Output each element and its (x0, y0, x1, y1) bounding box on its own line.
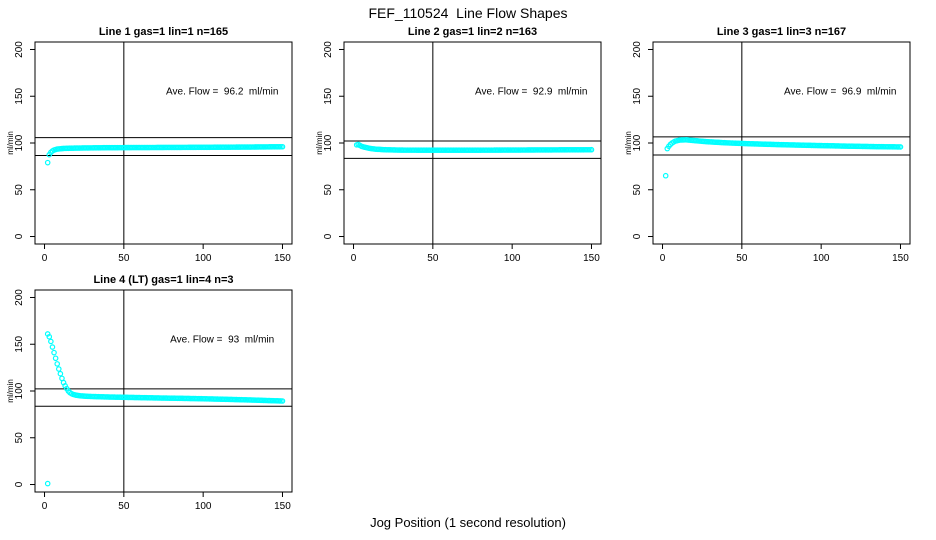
y-tick-label: 200 (632, 41, 643, 58)
ave-flow-annotation: Ave. Flow = 96.2 ml/min (166, 86, 278, 97)
x-tick-label: 50 (118, 253, 130, 264)
plot-box (34, 41, 293, 245)
y-tick-label: 50 (14, 432, 25, 444)
plot-line-3: 0 50 100 150 0 50 100 150 200 ml/min Ave. Flow = 9… (624, 41, 911, 264)
outlier-point (662, 172, 669, 179)
y-tick-label: 50 (323, 184, 334, 196)
y-axis-title: ml/min (6, 131, 15, 155)
y-tick-label: 100 (14, 134, 25, 151)
x-tick-label: 150 (892, 253, 909, 264)
x-tick-label: 100 (504, 253, 521, 264)
y-tick-label: 0 (14, 233, 25, 239)
panel-line-1: Line 1 gas=1 lin=1 n=165 0 50 100 150 0 50 100… (6, 20, 312, 270)
data-point (897, 144, 904, 150)
y-axis-title: ml/min (315, 131, 324, 155)
y-axis-title: ml/min (6, 379, 15, 403)
data-point (279, 143, 286, 150)
x-tick-label: 0 (351, 253, 357, 264)
figure-title: FEF_110524 Line Flow Shapes (368, 5, 568, 21)
panel-line-2: Line 2 gas=1 lin=2 n=163 0 50 100 150 0 50 100… (315, 20, 621, 270)
data-point (54, 361, 61, 367)
x-tick-label: 100 (195, 501, 212, 512)
x-tick-label: 100 (195, 253, 212, 264)
data-point (588, 146, 595, 153)
y-tick-label: 50 (632, 184, 643, 196)
plot-box (343, 41, 602, 245)
plot-box (34, 289, 293, 493)
outlier-point (44, 480, 51, 487)
x-axis-label: Jog Position (1 second resolution) (370, 515, 566, 530)
y-tick-label: 0 (323, 233, 334, 239)
x-tick-label: 150 (583, 253, 600, 264)
panel-line-3: Line 3 gas=1 lin=3 n=167 0 50 100 150 0 50 100… (624, 20, 930, 270)
ave-flow-annotation: Ave. Flow = 96.9 ml/min (784, 86, 896, 97)
y-tick-label: 200 (323, 41, 334, 58)
data-point (48, 338, 54, 345)
panel-line-4-title: Line 4 (LT) gas=1 lin=4 n=3 (93, 274, 234, 286)
y-tick-label: 0 (632, 233, 643, 239)
x-tick-label: 0 (42, 253, 48, 264)
ave-flow-annotation: Ave. Flow = 92.9 ml/min (475, 86, 587, 97)
x-tick-label: 0 (42, 501, 48, 512)
y-tick-label: 150 (323, 87, 334, 104)
data-point (52, 355, 59, 362)
plot-line-2: 0 50 100 150 0 50 100 150 200 ml/min Ave. Flow = 9… (315, 41, 602, 264)
ave-flow-annotation: Ave. Flow = 93 ml/min (170, 334, 274, 345)
data-point (46, 333, 53, 340)
y-tick-label: 100 (632, 134, 643, 151)
y-tick-label: 100 (14, 382, 25, 399)
x-tick-label: 50 (736, 253, 748, 264)
y-tick-label: 100 (323, 134, 334, 151)
panel-line-3-title: Line 3 gas=1 lin=3 n=167 (716, 26, 847, 38)
plot-line-4: 0 50 100 150 0 50 100 150 200 ml/min Ave. Flow = 9… (6, 289, 293, 512)
outlier-point (44, 159, 51, 166)
data-point (55, 366, 62, 372)
data-point (51, 349, 57, 356)
data-point (57, 370, 64, 377)
y-tick-label: 200 (14, 289, 25, 306)
plot-line-1: 0 50 100 150 0 50 100 150 200 ml/min Ave. Flow = 9… (6, 41, 293, 264)
data-point (279, 398, 286, 404)
panel-line-4: Line 4 (LT) gas=1 lin=4 n=3 0 50 100 150 0 50… (6, 268, 312, 518)
x-tick-label: 50 (118, 501, 130, 512)
y-tick-label: 0 (14, 481, 25, 487)
x-tick-label: 150 (274, 253, 291, 264)
y-tick-label: 150 (14, 87, 25, 104)
y-tick-label: 50 (14, 184, 25, 196)
y-tick-label: 150 (632, 87, 643, 104)
x-tick-label: 100 (813, 253, 830, 264)
data-point (49, 344, 56, 350)
y-tick-label: 200 (14, 41, 25, 58)
panel-line-2-title: Line 2 gas=1 lin=2 n=163 (407, 26, 538, 38)
x-tick-label: 150 (274, 501, 291, 512)
y-tick-label: 150 (14, 335, 25, 352)
panel-line-1-title: Line 1 gas=1 lin=1 n=165 (98, 26, 229, 38)
x-tick-label: 0 (660, 253, 666, 264)
y-axis-title: ml/min (624, 131, 633, 155)
x-tick-label: 50 (427, 253, 439, 264)
